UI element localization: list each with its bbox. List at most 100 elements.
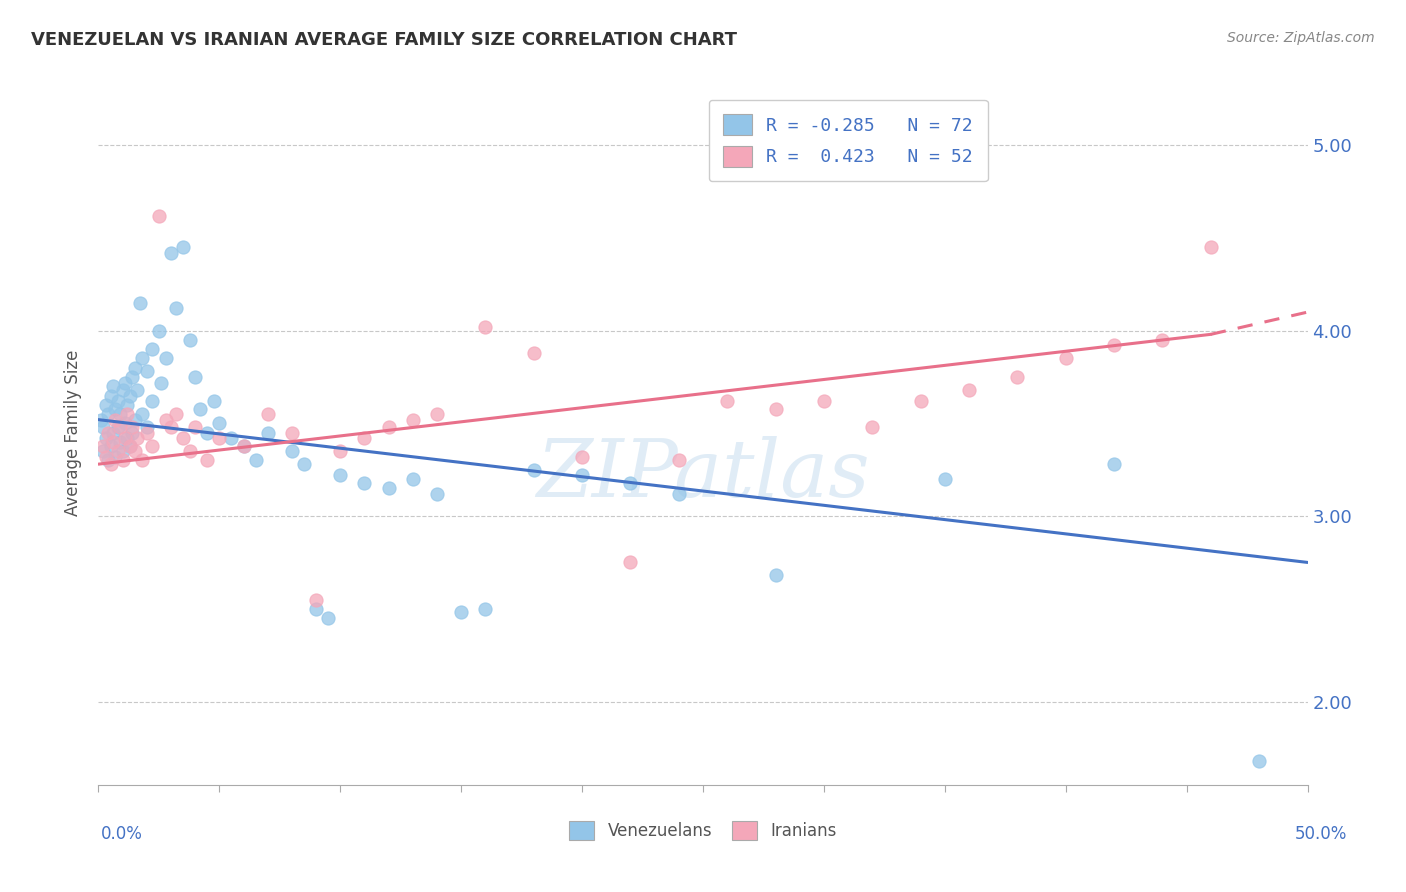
Point [813,394,835,409]
Point [104,450,127,464]
Point [117,398,139,412]
Point [135,364,157,378]
Point [292,457,315,471]
Point [148,324,170,338]
Point [179,444,201,458]
Point [474,601,496,615]
Point [305,592,328,607]
Point [90,412,112,426]
Point [124,360,146,375]
Point [377,420,399,434]
Point [91,439,114,453]
Point [281,444,304,458]
Point [910,394,932,409]
Point [111,444,134,458]
Point [100,439,122,453]
Point [934,472,956,486]
Point [114,417,136,431]
Point [100,388,122,402]
Point [165,407,187,421]
Point [97,425,120,440]
Point [353,475,375,490]
Point [329,468,352,483]
Point [131,351,153,366]
Point [1249,754,1271,768]
Point [571,450,593,464]
Point [118,439,141,453]
Point [108,420,131,434]
Point [94,450,117,464]
Text: Source: ZipAtlas.com: Source: ZipAtlas.com [1227,31,1375,45]
Point [135,425,157,440]
Point [305,601,328,615]
Point [450,606,472,620]
Point [402,472,425,486]
Point [141,439,163,453]
Legend: Venezuelans, Iranians: Venezuelans, Iranians [562,814,844,847]
Point [426,487,449,501]
Point [97,453,120,467]
Point [353,431,375,445]
Point [108,434,131,449]
Point [114,376,136,390]
Point [1199,240,1222,254]
Point [111,383,134,397]
Point [94,398,117,412]
Point [91,420,114,434]
Text: VENEZUELAN VS IRANIAN AVERAGE FAMILY SIZE CORRELATION CHART: VENEZUELAN VS IRANIAN AVERAGE FAMILY SIZ… [31,31,737,49]
Point [765,401,787,416]
Text: 50.0%: 50.0% [1295,825,1347,843]
Point [128,295,150,310]
Point [619,556,641,570]
Point [150,376,173,390]
Point [860,420,883,434]
Point [204,394,226,409]
Point [765,568,787,582]
Point [172,431,194,445]
Point [104,401,127,416]
Point [117,407,139,421]
Point [619,475,641,490]
Point [107,420,129,434]
Point [256,407,278,421]
Point [316,611,339,625]
Point [118,388,141,402]
Point [104,412,127,426]
Point [155,351,177,366]
Point [377,481,399,495]
Point [165,301,187,316]
Point [101,379,124,393]
Point [523,463,546,477]
Point [101,434,124,449]
Point [114,431,136,445]
Point [1054,351,1077,366]
Point [127,431,149,445]
Y-axis label: Average Family Size: Average Family Size [65,350,83,516]
Point [97,407,120,421]
Point [184,420,207,434]
Text: ZIPatlas: ZIPatlas [536,436,870,514]
Point [1007,370,1029,384]
Point [957,383,980,397]
Point [1102,457,1125,471]
Point [402,412,425,426]
Point [668,487,690,501]
Point [160,420,183,434]
Point [668,453,690,467]
Point [121,425,143,440]
Point [232,439,254,453]
Point [141,394,163,409]
Point [195,453,218,467]
Point [1152,333,1174,347]
Point [148,209,170,223]
Point [101,425,124,440]
Text: 0.0%: 0.0% [101,825,143,843]
Point [221,431,243,445]
Point [571,468,593,483]
Point [91,444,114,458]
Point [131,453,153,467]
Point [281,425,304,440]
Point [131,407,153,421]
Point [121,420,143,434]
Point [188,401,211,416]
